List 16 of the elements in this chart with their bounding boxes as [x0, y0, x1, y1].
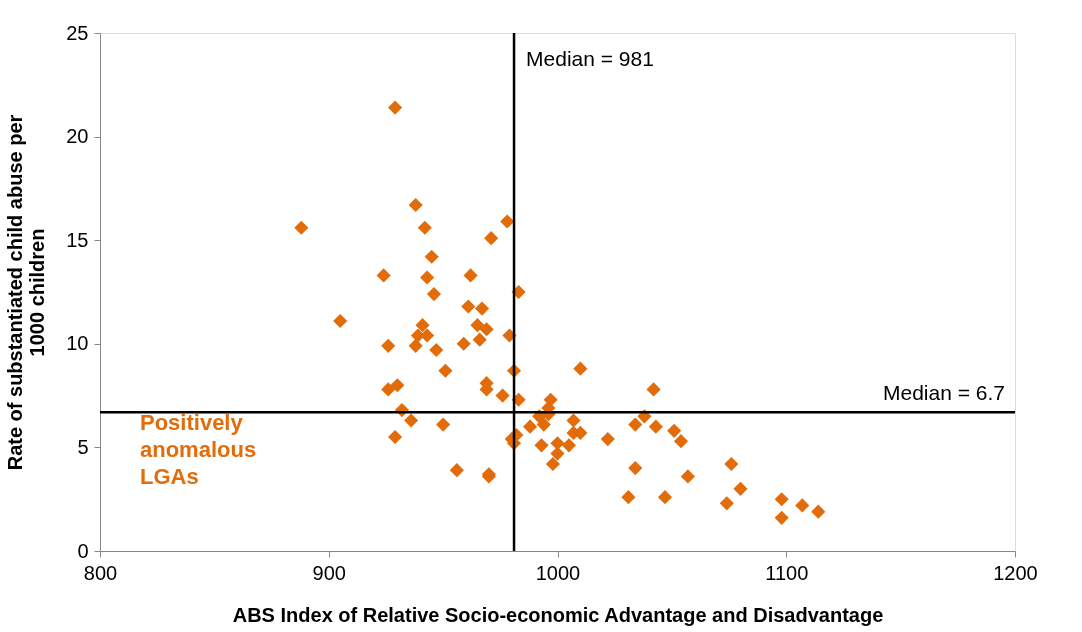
x-tick-label: 1200	[993, 561, 1038, 584]
x-axis-title: ABS Index of Relative Socio-economic Advantage and Disadvantage	[232, 603, 884, 626]
y-axis-title: Rate of substantiated child abuse per 1000 children	[4, 114, 49, 471]
ref-line-label: Median = 981	[526, 47, 654, 70]
x-tick-label: 800	[83, 561, 118, 584]
y-tick-label: 10	[66, 332, 89, 355]
x-tick-label: 1100	[765, 561, 809, 584]
x-tick-label: 900	[312, 561, 346, 584]
y-tick-label: 0	[77, 539, 89, 562]
annotation: Positively anomalous LGAs	[140, 410, 257, 489]
x-tick-label: 1000	[535, 561, 581, 584]
y-tick-label: 15	[66, 228, 89, 251]
y-tick-label: 5	[77, 435, 89, 458]
ref-line-label: Median = 6.7	[882, 381, 1005, 405]
y-tick-label: 25	[66, 21, 89, 44]
y-tick-label: 20	[66, 125, 89, 148]
